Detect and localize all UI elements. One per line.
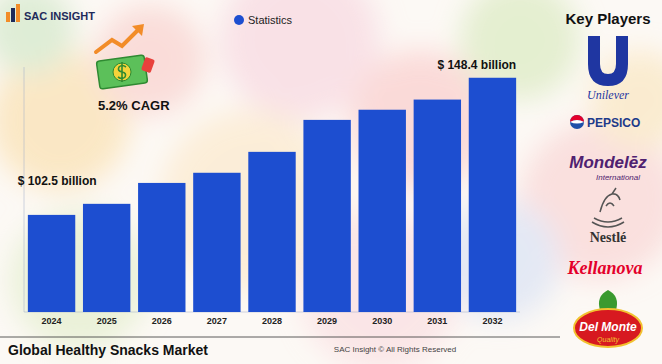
annotation: $ 148.4 billion bbox=[437, 58, 516, 72]
unilever-u bbox=[588, 36, 628, 86]
x-tick-label: 2028 bbox=[262, 316, 282, 326]
logo-bar bbox=[11, 8, 15, 22]
bar bbox=[303, 120, 350, 312]
key-players-title: Key Players bbox=[565, 10, 650, 27]
player-logo: PEPSICO bbox=[570, 115, 640, 130]
legend-swatch bbox=[234, 15, 244, 25]
player-logo: Unilever bbox=[587, 36, 629, 102]
key-players: Key Players Unilever PEPSICO MondelēzIntern… bbox=[565, 10, 650, 347]
bar bbox=[359, 110, 406, 312]
background bbox=[0, 0, 662, 364]
logo-bar bbox=[6, 12, 10, 22]
bar bbox=[248, 152, 295, 312]
bar bbox=[83, 204, 130, 312]
delmonte-badge bbox=[574, 309, 642, 347]
cagr-label: 5.2% CAGR bbox=[98, 98, 170, 113]
player-tagline: International bbox=[596, 173, 640, 182]
background-blobs bbox=[0, 0, 662, 364]
x-tick-label: 2025 bbox=[97, 316, 117, 326]
tag bbox=[141, 57, 155, 74]
x-tick-label: 2026 bbox=[152, 316, 172, 326]
delmonte-leaf bbox=[599, 290, 617, 310]
player-name: Nestlé bbox=[590, 230, 627, 245]
canvas: SAC INSIGHT 2024 2025 2026 2027 2028 2029 2030 2… bbox=[0, 0, 662, 364]
x-tick-label: 2024 bbox=[42, 316, 62, 326]
player-logo: Nestlé bbox=[590, 188, 627, 245]
bars bbox=[28, 78, 516, 312]
legend: Statistics bbox=[234, 14, 293, 26]
coin bbox=[113, 63, 131, 81]
logo-bar bbox=[16, 4, 20, 22]
player-name: PEPSICO bbox=[587, 116, 640, 130]
nestle-nest bbox=[592, 188, 624, 227]
player-name: Unilever bbox=[587, 88, 629, 102]
brand: SAC INSIGHT bbox=[24, 10, 95, 22]
pepsi-globe bbox=[570, 115, 584, 129]
player-logo: Kellanova bbox=[567, 258, 643, 278]
bar bbox=[469, 78, 516, 312]
bar bbox=[138, 183, 185, 312]
bar bbox=[414, 100, 461, 312]
player-name: Kellanova bbox=[567, 258, 643, 278]
x-tick-label: 2032 bbox=[482, 316, 502, 326]
player-logo: MondelēzInternational bbox=[569, 153, 647, 182]
dollar-glyph bbox=[118, 62, 126, 82]
player-tagline: Quality bbox=[597, 336, 619, 344]
x-tick-label: 2031 bbox=[427, 316, 447, 326]
brand-logo: SAC INSIGHT bbox=[6, 4, 95, 22]
x-tick-label: 2029 bbox=[317, 316, 337, 326]
chart-title: Global Healthy Snacks Market bbox=[8, 342, 208, 358]
trend-arrow bbox=[96, 28, 140, 52]
arrow-head bbox=[132, 24, 144, 36]
bill bbox=[96, 55, 147, 89]
money-icon bbox=[96, 24, 155, 89]
overlay bbox=[0, 0, 662, 364]
player-name: Del Monte bbox=[579, 320, 637, 334]
annotation: $ 102.5 billion bbox=[18, 174, 97, 188]
player-name: Mondelēz bbox=[569, 153, 647, 172]
footer-rule bbox=[0, 337, 560, 338]
pepsi-wave bbox=[570, 120, 584, 124]
x-tick-label: 2030 bbox=[372, 316, 392, 326]
bar bbox=[193, 173, 240, 312]
legend-label: Statistics bbox=[248, 14, 293, 26]
x-tick-label: 2027 bbox=[207, 316, 227, 326]
y-axis-line bbox=[24, 67, 25, 312]
footer-credit: SAC Insight © All Rights Reserved bbox=[334, 345, 456, 354]
bar bbox=[28, 215, 75, 312]
player-logo: Del Monte Quality bbox=[574, 290, 642, 347]
